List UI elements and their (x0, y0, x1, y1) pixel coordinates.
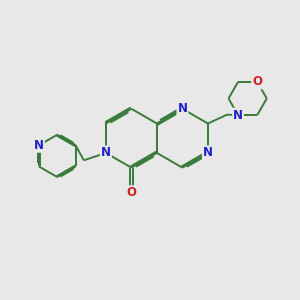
Text: O: O (126, 186, 136, 199)
Text: N: N (34, 139, 44, 152)
Text: N: N (177, 102, 188, 115)
Text: O: O (252, 75, 262, 88)
Text: N: N (101, 146, 111, 159)
Text: N: N (233, 109, 243, 122)
Text: N: N (203, 146, 213, 159)
